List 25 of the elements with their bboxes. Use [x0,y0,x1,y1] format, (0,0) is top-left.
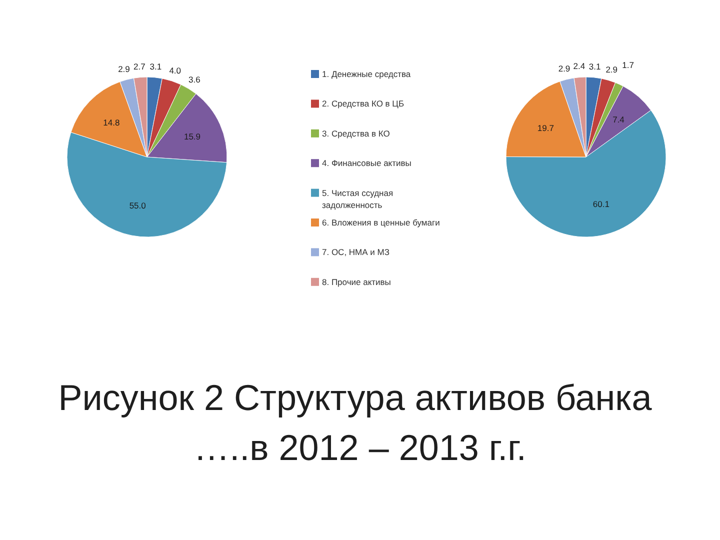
data-label: 60.1 [592,199,610,210]
legend-label: 2. Средства КО в ЦБ [322,98,404,109]
data-label: 4.0 [169,65,182,76]
legend-label: 4. Финансовые активы [322,158,412,168]
data-label: 2.9 [606,64,618,75]
data-label: 14.8 [103,117,120,128]
legend-label: 3. Средства в КО [322,128,390,138]
legend-label: 7. ОС, НМА и МЗ [322,247,390,258]
data-label: 1.7 [622,60,634,70]
data-label: 3.1 [150,61,162,72]
legend-label: 6. Вложения в ценные бумаги [322,217,440,228]
data-label: 3.6 [188,74,201,84]
data-label: 15.9 [184,132,201,142]
data-label: 19.7 [537,123,554,134]
data-label: 2.9 [558,64,570,74]
data-label: 55.0 [129,200,146,211]
data-label: 3.1 [588,61,602,72]
data-label: 2.7 [134,61,146,72]
data-label: 2.9 [118,64,130,74]
legend-label: 5. Чистая ссудная задолженность [322,188,396,210]
data-label: 2.4 [573,61,586,72]
text: Рисунок 2 Структура активов банка …..в 2012 – 2013 г.г. [58,377,662,468]
legend-label: 8. Прочие активы [322,276,391,287]
legend-label: 1. Денежные средства [322,68,411,79]
data-label: 7.4 [612,114,625,125]
